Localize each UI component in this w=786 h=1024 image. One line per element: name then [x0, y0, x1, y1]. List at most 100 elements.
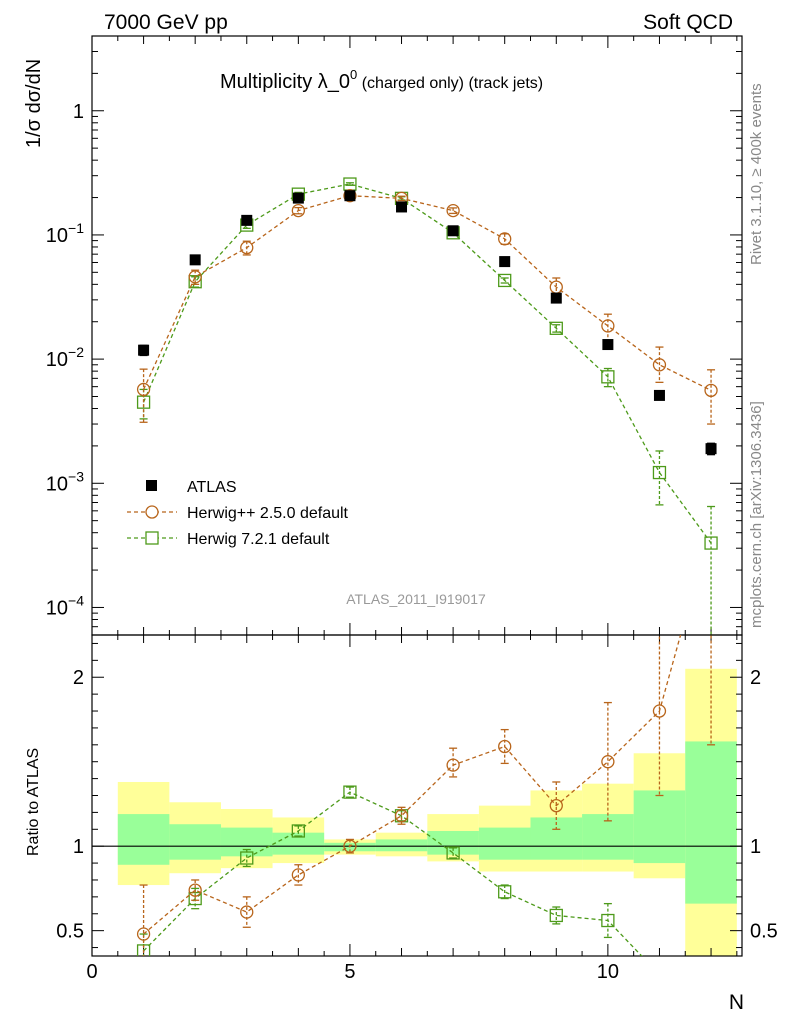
ratio-herwig7-line — [143, 791, 643, 956]
main-herwigpp-point — [291, 203, 305, 218]
ratio-herwigpp-point — [394, 809, 409, 823]
ratio-y-tick-label: 1 — [73, 836, 84, 858]
main-atlas-point — [138, 344, 150, 356]
ratio-y-tick-label-right: 1 — [750, 836, 761, 858]
legend-atlas-label: ATLAS — [187, 479, 237, 496]
band-inner-10 — [582, 814, 634, 860]
main-atlas-point — [653, 389, 665, 401]
band-inner-8 — [478, 827, 531, 860]
main-herwig7-point — [601, 370, 615, 384]
main-herwigpp-point — [498, 232, 512, 246]
plot-title-sup: 0 — [350, 67, 357, 82]
ratio-herwig7-point — [653, 969, 665, 981]
main-herwigpp-point — [652, 358, 667, 372]
main-atlas-point — [550, 292, 562, 304]
main-herwigpp-circle-open — [136, 189, 718, 425]
ratio-herwig7-point — [498, 885, 512, 899]
legend-atlas-marker — [146, 480, 157, 491]
band-inner-2 — [169, 824, 221, 860]
ratio-herwigpp-point — [652, 704, 667, 718]
main-herwigpp-line — [142, 195, 712, 391]
ratio-y-tick-label: 0.5 — [56, 921, 84, 943]
analysis-label: ATLAS_2011_I919017 — [346, 591, 486, 607]
legend-herwig7-marker — [145, 531, 159, 545]
main-herwigpp-point — [343, 189, 357, 203]
main-herwigpp-point — [188, 270, 202, 284]
main-atlas-point — [602, 339, 614, 351]
main-herwig7-square-open — [136, 177, 718, 635]
x-tick-label: 0 — [86, 961, 97, 983]
ratio-herwigpp-point — [343, 839, 357, 853]
ratio-bands — [117, 668, 737, 956]
ratio-herwig7-point — [240, 851, 254, 865]
y-tick-label: 1 — [73, 101, 84, 123]
ratio-y-tick-label-right: 0.5 — [750, 921, 778, 943]
y-tick-label: 10−3 — [46, 468, 84, 495]
main-atlas-point — [499, 256, 511, 268]
ratio-herwigpp-point — [549, 798, 563, 813]
plot-title-main: Multiplicity λ_0 — [220, 71, 350, 93]
mcplots-label: mcplots.cern.ch [arXiv:1306.3436] — [748, 401, 765, 628]
legend-herwigpp-label: Herwig++ 2.5.0 default — [187, 505, 349, 522]
main-herwigpp-point — [601, 319, 615, 333]
legend-herwigpp-marker — [145, 505, 159, 519]
ratio-herwigpp-point — [240, 905, 254, 919]
ratio-herwig7-point — [343, 785, 357, 799]
ratio-herwigpp-point — [291, 868, 305, 882]
main-atlas-point — [241, 214, 253, 226]
plot-title-tail: (charged only) (track jets) — [357, 75, 543, 92]
main-plot: 1 10−1 10−2 10−3 10−4 — [46, 35, 743, 636]
main-herwig7-point — [498, 273, 512, 288]
band-inner-7 — [427, 830, 479, 855]
main-herwigpp-point — [446, 203, 460, 218]
ratio-herwig7-point — [549, 908, 563, 923]
y-tick-label: 10−2 — [46, 344, 84, 371]
band-inner-11 — [633, 790, 686, 864]
plot-title: Multiplicity λ_00 (charged only) (track … — [220, 67, 543, 93]
ratio-herwigpp-point — [188, 883, 202, 897]
main-atlas-point — [447, 225, 459, 237]
x-tick-label: 10 — [597, 961, 619, 983]
ratio-herwig7-square-open — [136, 785, 717, 992]
legend: ATLAS Herwig++ 2.5.0 default Herwig 7.2.… — [127, 479, 349, 548]
ratio-y-tick-label-right: 2 — [750, 667, 761, 689]
rivet-label: Rivet 3.1.10, ≥ 400k events — [748, 83, 765, 265]
ratio-herwigpp-point — [498, 739, 512, 754]
band-inner-6 — [375, 839, 428, 852]
legend-herwig7-label: Herwig 7.2.1 default — [187, 531, 330, 548]
y-tick-label: 10−1 — [46, 220, 84, 247]
ratio-y-tick-label: 2 — [73, 667, 84, 689]
ratio-herwig7-point — [705, 980, 717, 992]
ratio-herwigpp-circle-open — [136, 635, 716, 956]
xlabel: N — [729, 991, 744, 1014]
ratio-plot: 0 5 10 0.5 0.5 1 1 2 2 — [56, 634, 778, 992]
ratio-herwig7-point — [291, 824, 305, 838]
band-inner-12 — [685, 741, 737, 904]
main-herwig7-point — [704, 536, 718, 550]
ratio-herwigpp-line — [143, 635, 682, 935]
ratio-herwig7-point — [136, 944, 151, 956]
main-herwig7-line — [142, 183, 712, 544]
x-tick-label: 5 — [344, 961, 355, 983]
main-herwig7-point — [549, 321, 563, 335]
main-atlas-point — [344, 190, 356, 202]
header-right: Soft QCD — [643, 11, 733, 34]
main-herwig7-point — [652, 465, 667, 480]
ratio-herwig7-point — [601, 913, 615, 928]
ratio-herwig7-point — [446, 846, 460, 860]
main-atlas-point — [705, 443, 717, 455]
ratio-herwigpp-point — [446, 758, 460, 772]
y-tick-label: 10−4 — [46, 592, 84, 619]
main-ylabel: 1/σ dσ/dN — [23, 59, 45, 148]
main-herwigpp-point — [240, 240, 254, 255]
ratio-herwigpp-point — [601, 755, 615, 769]
main-atlas-point — [396, 201, 408, 213]
main-herwigpp-point — [704, 383, 718, 398]
main-herwigpp-point — [136, 382, 151, 397]
main-atlas-point — [189, 254, 201, 266]
ratio-herwigpp-point — [136, 927, 151, 941]
main-atlas-square-filled — [138, 190, 717, 456]
band-inner-1 — [117, 814, 170, 865]
ratio-ylabel: Ratio to ATLAS — [25, 748, 42, 856]
